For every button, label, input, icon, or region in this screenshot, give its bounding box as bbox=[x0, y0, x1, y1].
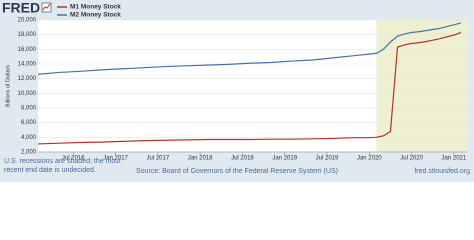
y-tick-label: 6,000 bbox=[21, 120, 37, 126]
x-tick-label: Jan 2018 bbox=[188, 156, 213, 162]
logo-icon bbox=[41, 2, 52, 13]
series-line bbox=[37, 22, 462, 75]
x-tick-label: Jul 2017 bbox=[146, 156, 169, 162]
x-tick-label: Jul 2020 bbox=[400, 156, 423, 162]
source: Source: Board of Governors of the Federa… bbox=[136, 168, 338, 175]
logo: FRED bbox=[2, 0, 40, 16]
x-tick-label: Jan 2020 bbox=[357, 156, 382, 162]
y-tick-label: 14,000 bbox=[18, 62, 37, 68]
y-tick-label: 12,000 bbox=[18, 76, 37, 82]
x-tick-label: Jul 2016 bbox=[62, 156, 85, 162]
y-axis-label: Billions of Dollars bbox=[5, 65, 11, 107]
x-tick-label: Jan 2019 bbox=[272, 156, 297, 162]
series-line bbox=[37, 31, 462, 145]
note: U.S. recessions are shaded; the most rec… bbox=[4, 158, 121, 174]
x-tick-label: Jul 2018 bbox=[231, 156, 254, 162]
y-tick-label: 2,000 bbox=[21, 150, 37, 156]
y-tick-label: 4,000 bbox=[21, 135, 37, 141]
y-tick-label: 16,000 bbox=[18, 47, 37, 53]
x-tick-label: Jan 2017 bbox=[103, 156, 128, 162]
url[interactable]: fred.stlouisfed.org bbox=[414, 168, 470, 175]
x-tick-label: Jul 2019 bbox=[316, 156, 339, 162]
page: FRED Billions of Dollars Source: Board o… bbox=[0, 0, 474, 182]
legend-label: M1 Money Stock bbox=[70, 4, 121, 11]
x-tick-label: Jan 2021 bbox=[442, 156, 467, 162]
y-tick-label: 18,000 bbox=[18, 32, 37, 38]
y-tick-label: 10,000 bbox=[18, 91, 37, 97]
legend-label: M2 Money Stock bbox=[70, 12, 121, 19]
y-tick-label: 8,000 bbox=[21, 106, 37, 112]
chart: FRED Billions of Dollars Source: Board o… bbox=[2, 0, 470, 175]
y-tick-label: 20,000 bbox=[18, 18, 37, 24]
